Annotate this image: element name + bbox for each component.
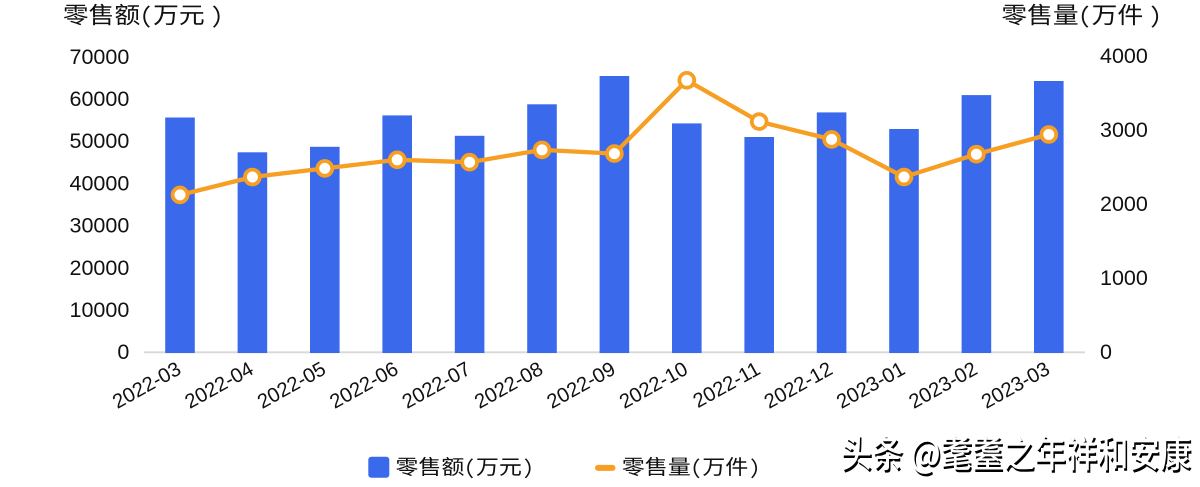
svg-text:40000: 40000 bbox=[70, 171, 130, 195]
svg-text:4000: 4000 bbox=[1100, 44, 1148, 68]
svg-text:20000: 20000 bbox=[70, 256, 130, 280]
svg-text:50000: 50000 bbox=[70, 129, 130, 153]
svg-text:70000: 70000 bbox=[70, 45, 130, 69]
svg-text:1000: 1000 bbox=[1100, 266, 1148, 290]
svg-text:0: 0 bbox=[1100, 340, 1112, 364]
svg-text:0: 0 bbox=[117, 340, 129, 364]
svg-text:60000: 60000 bbox=[70, 87, 130, 111]
svg-text:2000: 2000 bbox=[1100, 192, 1148, 216]
svg-text:3000: 3000 bbox=[1100, 118, 1148, 142]
svg-text:10000: 10000 bbox=[70, 298, 130, 322]
svg-text:30000: 30000 bbox=[70, 214, 130, 238]
